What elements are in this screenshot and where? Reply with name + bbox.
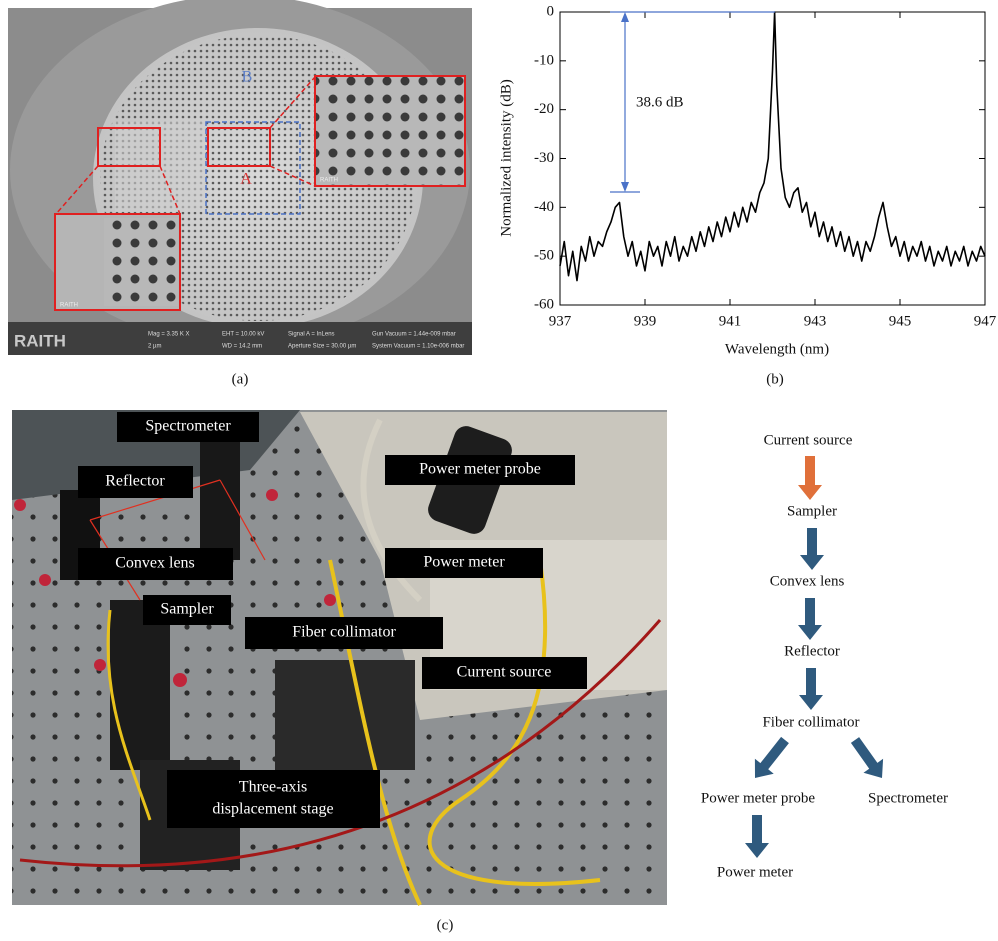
y-tick-label: -10 bbox=[534, 52, 554, 68]
x-tick-label: 943 bbox=[804, 313, 827, 329]
y-tick-label: -30 bbox=[534, 150, 554, 166]
caption: (a) bbox=[232, 371, 249, 387]
sem-info: Aperture Size = 30.00 µm bbox=[288, 344, 356, 350]
flow-node: Current source bbox=[764, 432, 853, 448]
flow-arrow bbox=[745, 815, 769, 858]
sem-info: System Vacuum = 1.10e-006 mbar bbox=[372, 344, 464, 350]
region-label: A bbox=[240, 171, 252, 188]
sem-info: Signal A = InLens bbox=[288, 332, 335, 338]
y-tick-label: -60 bbox=[534, 296, 554, 312]
flow-node: Convex lens bbox=[770, 573, 845, 589]
figure: B A RAITH RAITH RAITH Mag = 3.35 K X 2 µ… bbox=[0, 0, 998, 941]
x-tick-label: 939 bbox=[634, 313, 657, 329]
photo-label: Three-axis bbox=[239, 779, 307, 796]
flow-arrow bbox=[798, 456, 822, 500]
flow-node: Spectrometer bbox=[868, 790, 948, 806]
figure-canvas: B A RAITH RAITH RAITH Mag = 3.35 K X 2 µ… bbox=[0, 0, 998, 941]
photo-label: Convex lens bbox=[115, 555, 195, 572]
photo-label: Fiber collimator bbox=[292, 624, 396, 641]
inset-logo: RAITH bbox=[320, 178, 338, 184]
x-tick-label: 941 bbox=[719, 313, 742, 329]
flow-arrow bbox=[755, 737, 789, 778]
photo-label: Power meter probe bbox=[419, 461, 541, 478]
flow-arrow bbox=[800, 528, 824, 570]
region-label: B bbox=[242, 69, 253, 86]
photo-label: Sampler bbox=[160, 601, 214, 618]
sem-info: 2 µm bbox=[148, 344, 161, 350]
sem-info: Gun Vacuum = 1.44e-009 mbar bbox=[372, 332, 456, 338]
flow-node: Power meter bbox=[717, 864, 793, 880]
flow-arrow bbox=[799, 668, 823, 710]
photo-label: Power meter bbox=[423, 554, 505, 571]
y-tick-label: -40 bbox=[534, 199, 554, 215]
y-tick-label: -20 bbox=[534, 101, 554, 117]
sem-info: WD = 14.2 mm bbox=[222, 344, 262, 350]
x-tick-label: 947 bbox=[974, 313, 997, 329]
flow-node: Fiber collimator bbox=[762, 714, 859, 730]
annotation-arrow bbox=[610, 12, 775, 192]
annotation: 38.6 dB bbox=[636, 94, 684, 110]
flow-node: Power meter probe bbox=[701, 790, 815, 806]
spectrum-line bbox=[560, 12, 985, 281]
photo-label: Spectrometer bbox=[145, 418, 231, 435]
y-tick-label: -50 bbox=[534, 248, 554, 264]
x-tick-label: 945 bbox=[889, 313, 912, 329]
flow-node: Reflector bbox=[784, 643, 840, 659]
sem-logo: RAITH bbox=[14, 331, 66, 350]
caption: (c) bbox=[437, 917, 454, 933]
photo-label: Reflector bbox=[105, 473, 165, 490]
x-tick-label: 937 bbox=[549, 313, 572, 329]
x-axis-label: Wavelength (nm) bbox=[725, 341, 829, 357]
photo-label: Current source bbox=[457, 664, 552, 681]
inset-logo: RAITH bbox=[60, 303, 78, 309]
photo-label: displacement stage bbox=[212, 801, 333, 818]
caption: (b) bbox=[766, 371, 784, 387]
sem-info: Mag = 3.35 K X bbox=[148, 332, 190, 338]
flow-arrow bbox=[851, 737, 883, 778]
y-axis-label: Normalized intensity (dB) bbox=[498, 79, 514, 236]
flow-arrow bbox=[798, 598, 822, 640]
y-tick-label: 0 bbox=[547, 3, 555, 19]
flow-node: Sampler bbox=[787, 503, 837, 519]
spectrum-chart: -60 -50 -40 -30 -20 -10 0 937 939 941 943 945 947 bbox=[534, 3, 997, 329]
sem-info: EHT = 10.00 kV bbox=[222, 332, 264, 338]
